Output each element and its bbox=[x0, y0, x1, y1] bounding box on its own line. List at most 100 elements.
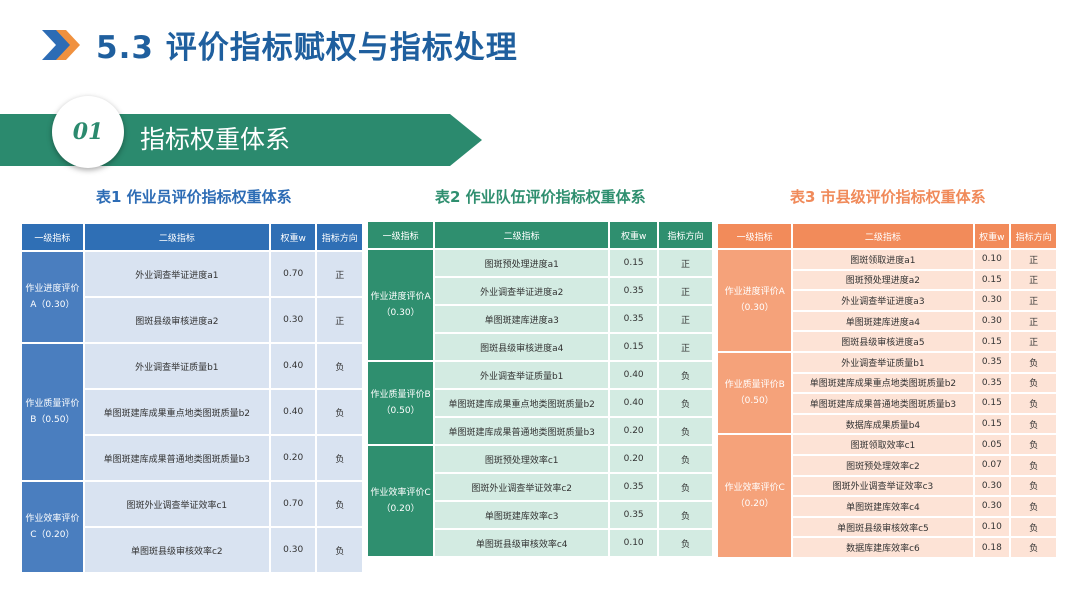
level2-indicator: 单图斑建库效率c3 bbox=[435, 502, 609, 528]
column-header: 二级指标 bbox=[435, 222, 609, 248]
column-header: 指标方向 bbox=[659, 222, 712, 248]
column-header: 指标方向 bbox=[1011, 224, 1056, 248]
level2-indicator: 图斑预处理效率c1 bbox=[435, 446, 609, 472]
table-row: 作业进度评价A（0.30） 图斑领取进度a1 0.10 正 bbox=[718, 250, 1056, 351]
weight-value: 0.40 bbox=[270, 390, 316, 434]
table3-caption: 表3 市县级评价指标权重体系 bbox=[790, 188, 986, 206]
direction-value: 负 bbox=[1011, 517, 1056, 537]
weight-value: 0.20 bbox=[610, 418, 658, 444]
table-row: 作业质量评价B（0.50） 外业调查举证质量b1 0.40 负 bbox=[22, 344, 362, 480]
level2-indicator: 图斑预处理效率c2 bbox=[793, 455, 973, 475]
level2-indicator: 图斑领取效率c1 bbox=[793, 435, 973, 454]
weight-value: 0.40 bbox=[610, 390, 658, 416]
weight-value: 0.30 bbox=[270, 298, 316, 342]
direction-value: 正 bbox=[317, 298, 362, 342]
direction-value: 正 bbox=[1011, 332, 1056, 351]
table-row: 单图斑建库效率c4 0.30 负 bbox=[718, 497, 1056, 516]
level2-indicator: 外业调查举证质量b1 bbox=[793, 352, 973, 372]
table2: 一级指标 二级指标 权重w 指标方向 作业进度评价A（0.30） 图斑预处理进度a1 0.1… bbox=[366, 220, 714, 558]
header-row: 一级指标 二级指标 权重w 指标方向 bbox=[368, 222, 712, 248]
weight-value: 0.10 bbox=[974, 517, 1010, 537]
level2-indicator: 外业调查举证质量b1 bbox=[435, 362, 609, 388]
column-header: 指标方向 bbox=[317, 224, 362, 250]
table-row: 作业效率评价C（0.20） 图斑外业调查举证效率c1 0.70 负 bbox=[22, 482, 362, 572]
level2-indicator: 图斑县级审核进度a5 bbox=[793, 332, 973, 351]
direction-value: 负 bbox=[1011, 394, 1056, 413]
table-row: 单图斑建库成果普通地类图斑质量b3 0.15 负 bbox=[718, 394, 1056, 413]
direction-value: 正 bbox=[1011, 291, 1056, 310]
weight-value: 0.20 bbox=[610, 446, 658, 472]
level2-indicator: 单图斑建库成果普通地类图斑质量b3 bbox=[84, 436, 269, 480]
weight-value: 0.70 bbox=[270, 252, 316, 296]
direction-value: 负 bbox=[317, 436, 362, 480]
level2-indicator: 外业调查举证进度a1 bbox=[84, 252, 269, 296]
direction-value: 负 bbox=[659, 362, 712, 388]
table-row: 图斑预处理效率c2 0.07 负 bbox=[718, 455, 1056, 475]
level2-indicator: 外业调查举证进度a3 bbox=[793, 291, 973, 310]
level2-indicator: 单图斑建库进度a4 bbox=[793, 311, 973, 331]
direction-value: 负 bbox=[1011, 497, 1056, 516]
table-row: 数据库建库效率c6 0.18 负 bbox=[718, 538, 1056, 557]
column-header: 一级指标 bbox=[368, 222, 434, 248]
table-row: 图斑外业调查举证效率c2 0.35 负 bbox=[368, 474, 712, 500]
direction-value: 负 bbox=[317, 482, 362, 526]
weight-value: 0.30 bbox=[974, 311, 1010, 331]
weight-value: 0.30 bbox=[974, 497, 1010, 516]
table-row: 单图斑建库进度a3 0.35 正 bbox=[368, 306, 712, 332]
table-row: 单图斑建库进度a4 0.30 正 bbox=[718, 311, 1056, 331]
weight-value: 0.10 bbox=[974, 250, 1010, 269]
table-row: 外业调查举证进度a3 0.30 正 bbox=[718, 291, 1056, 310]
direction-value: 正 bbox=[1011, 311, 1056, 331]
table-row: 图斑县级审核进度a2 0.30 正 bbox=[22, 298, 362, 342]
weight-value: 0.70 bbox=[270, 482, 316, 526]
level2-indicator: 数据库成果质量b4 bbox=[793, 414, 973, 434]
weight-value: 0.15 bbox=[974, 414, 1010, 434]
table-row: 单图斑建库成果重点地类图斑质量b2 0.40 负 bbox=[22, 390, 362, 434]
direction-value: 负 bbox=[1011, 455, 1056, 475]
weight-value: 0.20 bbox=[270, 436, 316, 480]
weight-value: 0.18 bbox=[974, 538, 1010, 557]
level2-indicator: 单图斑建库进度a3 bbox=[435, 306, 609, 332]
direction-value: 负 bbox=[659, 390, 712, 416]
table-row: 作业进度评价A（0.30） 外业调查举证进度a1 0.70 正 bbox=[22, 252, 362, 342]
direction-value: 正 bbox=[659, 250, 712, 276]
level2-indicator: 图斑外业调查举证效率c2 bbox=[435, 474, 609, 500]
section-number: 01 bbox=[72, 119, 104, 145]
level2-indicator: 图斑领取进度a1 bbox=[793, 250, 973, 269]
level1-indicator: 作业效率评价C（0.20） bbox=[22, 482, 83, 572]
level2-indicator: 图斑县级审核进度a2 bbox=[84, 298, 269, 342]
direction-value: 正 bbox=[317, 252, 362, 296]
direction-value: 负 bbox=[659, 418, 712, 444]
direction-value: 负 bbox=[317, 528, 362, 572]
table1: 一级指标 二级指标 权重w 指标方向 作业进度评价A（0.30） 外业调查举证进度a1 0.… bbox=[20, 222, 364, 574]
weight-value: 0.35 bbox=[610, 278, 658, 304]
direction-value: 正 bbox=[659, 306, 712, 332]
level1-indicator: 作业进度评价A（0.30） bbox=[718, 250, 792, 351]
direction-value: 负 bbox=[1011, 538, 1056, 557]
level1-indicator: 作业质量评价B（0.50） bbox=[718, 352, 792, 434]
table-row: 作业效率评价C（0.20） 图斑预处理效率c1 0.20 负 bbox=[368, 446, 712, 556]
column-header: 权重w bbox=[974, 224, 1010, 248]
table-row: 单图斑建库效率c3 0.35 负 bbox=[368, 502, 712, 528]
weight-value: 0.30 bbox=[974, 291, 1010, 310]
table-row: 作业效率评价C（0.20） 图斑领取效率c1 0.05 负 bbox=[718, 435, 1056, 557]
level2-indicator: 图斑县级审核进度a4 bbox=[435, 334, 609, 360]
table-row: 外业调查举证进度a2 0.35 正 bbox=[368, 278, 712, 304]
table-row: 单图斑县级审核效率c4 0.10 负 bbox=[368, 530, 712, 556]
level2-indicator: 单图斑建库成果普通地类图斑质量b3 bbox=[793, 394, 973, 413]
weight-value: 0.30 bbox=[974, 476, 1010, 496]
direction-value: 正 bbox=[1011, 270, 1056, 290]
level2-indicator: 数据库建库效率c6 bbox=[793, 538, 973, 557]
weight-value: 0.15 bbox=[974, 394, 1010, 413]
level2-indicator: 图斑外业调查举证效率c1 bbox=[84, 482, 269, 526]
level2-indicator: 图斑外业调查举证效率c3 bbox=[793, 476, 973, 496]
level2-indicator: 单图斑县级审核效率c4 bbox=[435, 530, 609, 556]
column-header: 二级指标 bbox=[793, 224, 973, 248]
level2-indicator: 图斑预处理进度a1 bbox=[435, 250, 609, 276]
weight-value: 0.15 bbox=[974, 332, 1010, 351]
header-row: 一级指标 二级指标 权重w 指标方向 bbox=[22, 224, 362, 250]
weight-value: 0.15 bbox=[610, 334, 658, 360]
weight-value: 0.10 bbox=[610, 530, 658, 556]
direction-value: 负 bbox=[317, 344, 362, 388]
weight-value: 0.35 bbox=[974, 352, 1010, 372]
